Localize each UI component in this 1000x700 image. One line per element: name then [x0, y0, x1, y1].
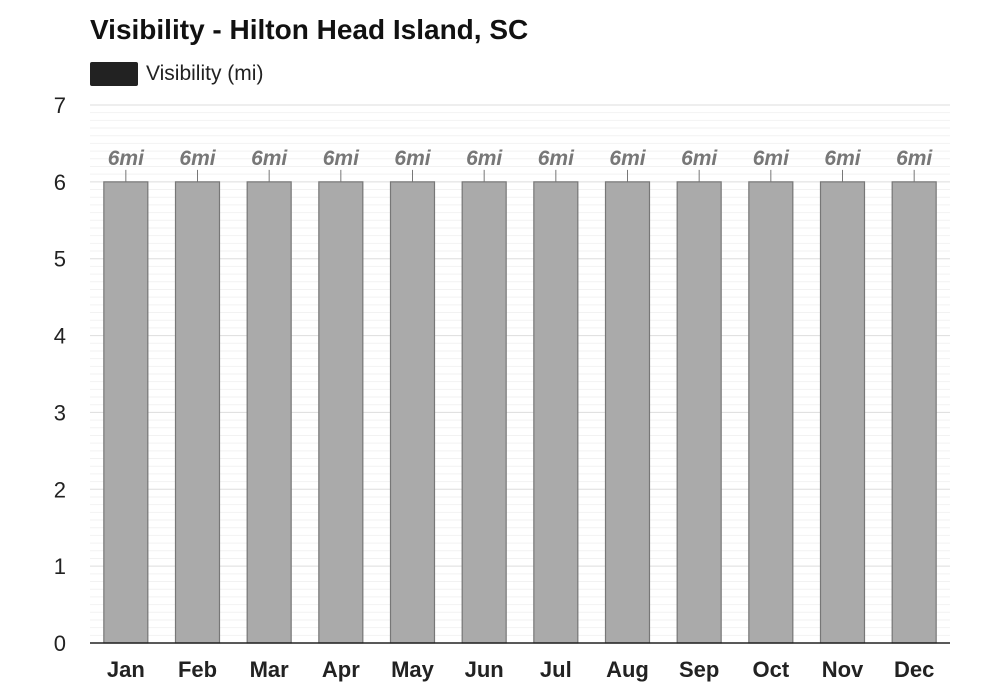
bar-feb [174, 181, 221, 644]
bar-sep [676, 181, 722, 644]
data-label: 6mi [538, 147, 575, 170]
chart-title: Visibility - Hilton Head Island, SC [90, 14, 529, 45]
x-tick-label: Jan [107, 657, 145, 682]
y-tick-label: 3 [54, 400, 66, 425]
legend-label: Visibility (mi) [146, 62, 264, 85]
bar-jun [461, 181, 507, 644]
y-tick-label: 5 [54, 247, 66, 272]
x-tick-label: Mar [250, 657, 290, 682]
bar-jul [533, 181, 579, 644]
x-tick-label: Sep [679, 657, 719, 682]
data-label: 6mi [466, 147, 503, 170]
bar-nov [819, 181, 866, 644]
bar-aug [604, 181, 651, 644]
data-label: 6mi [108, 147, 145, 170]
x-tick-label: Feb [178, 657, 217, 682]
bar-apr [318, 181, 364, 644]
data-label: 6mi [753, 147, 790, 170]
bar-oct [748, 181, 794, 644]
y-tick-label: 2 [54, 477, 66, 502]
data-label: 6mi [394, 147, 431, 170]
x-tick-label: Nov [822, 657, 864, 682]
y-tick-label: 1 [54, 554, 66, 579]
data-label: 6mi [179, 147, 216, 170]
data-label: 6mi [824, 147, 861, 170]
bar-dec [891, 181, 937, 644]
y-tick-label: 4 [54, 324, 66, 349]
data-label: 6mi [323, 147, 360, 170]
y-tick-label: 6 [54, 170, 66, 195]
x-tick-label: Dec [894, 657, 934, 682]
x-tick-label: May [391, 657, 435, 682]
bar-may [389, 181, 436, 644]
y-tick-label: 7 [54, 93, 66, 118]
data-label: 6mi [251, 147, 288, 170]
x-tick-label: Aug [606, 657, 649, 682]
bar-mar [246, 181, 292, 644]
legend-swatch [90, 62, 138, 86]
data-label: 6mi [609, 147, 646, 170]
x-tick-label: Jul [540, 657, 572, 682]
legend: Visibility (mi) [90, 62, 263, 86]
data-label: 6mi [681, 147, 718, 170]
x-tick-label: Oct [752, 657, 789, 682]
x-tick-label: Apr [322, 657, 360, 682]
data-label: 6mi [896, 147, 933, 170]
y-tick-label: 0 [54, 631, 66, 656]
x-tick-label: Jun [465, 657, 504, 682]
bar-jan [103, 181, 149, 644]
